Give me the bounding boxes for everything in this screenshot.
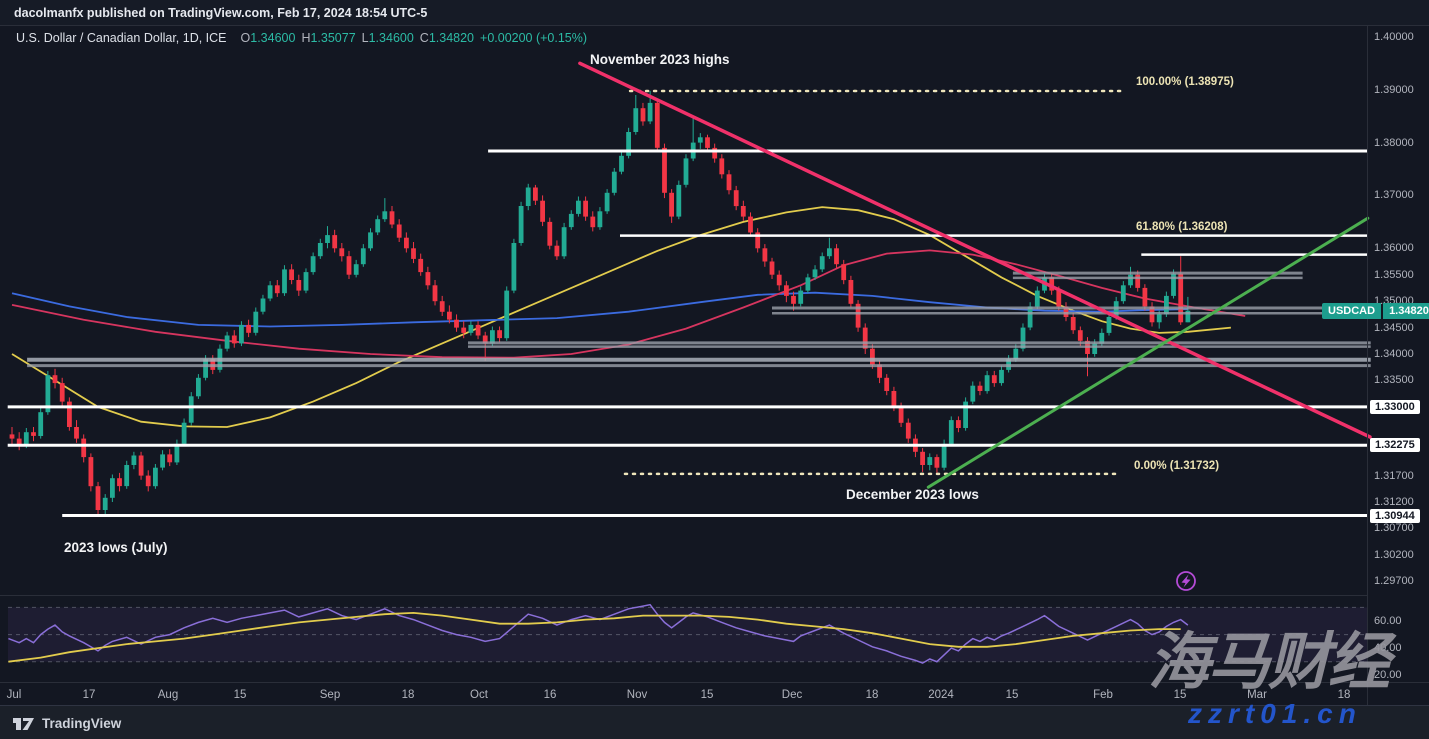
time-axis-label: Mar — [1247, 689, 1267, 701]
sma-yellow — [11, 206, 1231, 428]
sma-blue — [11, 291, 1188, 328]
high-value: 1.35077 — [310, 31, 356, 45]
time-axis-label: Nov — [626, 689, 648, 701]
time-axis-label: Oct — [470, 689, 488, 701]
fib-label-0: 0.00% (1.31732) — [1134, 460, 1220, 472]
price-axis-label: 1.39000 — [1374, 83, 1414, 96]
uptrend-from-dec-lows — [926, 216, 1370, 489]
time-axis-label: Dec — [781, 689, 803, 701]
low-label: L — [361, 31, 369, 45]
annotation-july-lows: 2023 lows (July) — [64, 540, 168, 555]
time-axis-label: 18 — [1337, 689, 1351, 701]
price-axis-label: 1.30700 — [1374, 522, 1414, 535]
price-axis-label: 1.40000 — [1374, 30, 1414, 43]
close-label: C — [419, 31, 429, 45]
annotation-december-lows: December 2023 lows — [846, 487, 979, 502]
watermark-chinese: 海马财经 — [1148, 628, 1390, 697]
price-axis-label: 1.38000 — [1374, 136, 1414, 149]
time-axis-label: Aug — [157, 689, 179, 701]
rsi-pane[interactable] — [8, 603, 1367, 664]
current-price-label: USDCAD 1.34820 — [1322, 302, 1429, 319]
price-axis-label: 1.30200 — [1374, 548, 1414, 561]
time-axis-label: 18 — [865, 689, 879, 701]
price-axis-label: 1.31200 — [1374, 496, 1414, 508]
rsi-smoothing-line — [8, 611, 1181, 663]
price-axis-label-marked: 1.33000 — [1370, 399, 1420, 414]
current-price-symbol: USDCAD — [1322, 302, 1382, 319]
rsi-axis-label: 20.00 — [1374, 669, 1402, 682]
current-price-value: 1.34820 — [1383, 302, 1429, 319]
price-axis-label: 1.37000 — [1374, 189, 1414, 202]
time-axis-label: 16 — [543, 689, 557, 701]
fib-label-100: 100.00% (1.38975) — [1136, 76, 1234, 88]
time-axis-label: Jul — [6, 689, 22, 701]
time-axis-label: 15 — [700, 689, 714, 701]
symbol-title: U.S. Dollar / Canadian Dollar, 1D, ICE — [16, 31, 227, 45]
time-axis-label: 2024 — [928, 689, 954, 701]
price-axis-label-marked: 1.30944 — [1370, 508, 1420, 523]
close-value: 1.34820 — [428, 31, 475, 45]
tradingview-logo-icon[interactable] — [12, 714, 36, 732]
tradingview-brand-text[interactable]: TradingView — [42, 715, 122, 731]
price-axis-label-marked: 1.32275 — [1370, 438, 1420, 453]
time-axis-label: 18 — [401, 689, 415, 701]
high-label: H — [301, 31, 311, 45]
low-value: 1.34600 — [368, 31, 414, 45]
publisher-bar: dacolmanfx published on TradingView.com,… — [0, 0, 1429, 26]
symbol-legend[interactable]: U.S. Dollar / Canadian Dollar, 1D, ICE O1… — [16, 31, 587, 45]
price-axis-label: 1.33500 — [1374, 374, 1414, 387]
sma-crimson — [11, 249, 1246, 359]
price-axis-label: 1.35500 — [1374, 268, 1414, 281]
time-axis-label: 15 — [1173, 689, 1187, 701]
time-axis-label: 17 — [82, 689, 96, 701]
open-value: 1.34600 — [250, 31, 296, 45]
price-axis-label: 1.34000 — [1374, 348, 1414, 360]
time-axis-label: 15 — [1005, 689, 1019, 701]
open-label: O — [240, 31, 251, 45]
rsi-line — [8, 603, 1189, 664]
fib-label-618: 61.80% (1.36208) — [1136, 221, 1228, 233]
price-axis-label: 1.31700 — [1374, 469, 1414, 482]
price-axis-label: 1.36000 — [1374, 242, 1414, 255]
time-axis-label: 15 — [233, 689, 247, 701]
time-axis-label: Sep — [319, 689, 341, 701]
footer-bar: TradingView — [0, 705, 1429, 739]
price-axis-label: 1.34500 — [1374, 321, 1414, 334]
price-axis-label: 1.29700 — [1374, 575, 1414, 588]
downtrend-from-nov-highs — [578, 61, 1372, 439]
publisher-line: dacolmanfx published on TradingView.com,… — [14, 5, 428, 20]
main-price-pane[interactable] — [7, 61, 1372, 517]
watermark-site-url: zzrt01.cn — [1188, 698, 1362, 729]
rsi-axis-label: 60.00 — [1374, 615, 1402, 627]
time-axis-label: Feb — [1093, 689, 1113, 701]
change-value: +0.00200 (+0.15%) — [480, 31, 588, 45]
lightning-icon[interactable] — [1176, 571, 1196, 591]
rsi-axis-label: 40.00 — [1374, 642, 1402, 655]
annotation-november-highs: November 2023 highs — [590, 52, 730, 67]
